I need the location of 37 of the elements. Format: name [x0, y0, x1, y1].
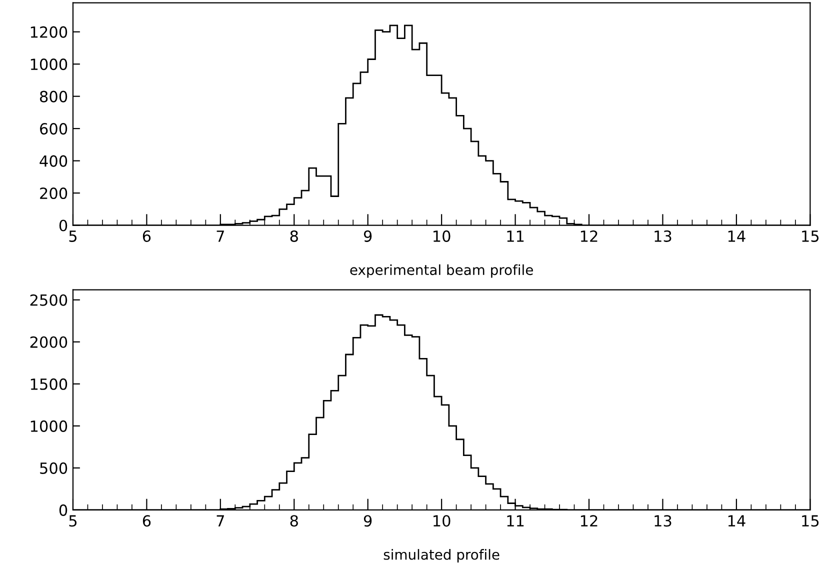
x-tick-label: 14	[728, 230, 746, 242]
x-tick-label: 10	[434, 515, 450, 527]
y-tick-label: 500	[40, 462, 68, 474]
x-tick-label: 11	[507, 230, 524, 242]
x-tick-label: 6	[142, 230, 151, 242]
x-tick-label: 13	[654, 230, 672, 242]
y-tick-label: 400	[40, 155, 68, 167]
x-tick-label: 6	[142, 515, 151, 527]
y-tick-label: 600	[40, 123, 68, 135]
x-tick-label: 5	[69, 515, 77, 527]
y-tick-label: 0	[59, 504, 68, 516]
x-axis-title: experimental beam profile	[350, 264, 533, 278]
x-tick-label: 10	[434, 230, 450, 242]
y-tick-label: 800	[40, 90, 68, 102]
x-tick-label: 9	[364, 230, 372, 242]
x-tick-label: 8	[290, 515, 298, 527]
x-tick-label: 7	[216, 230, 224, 242]
x-tick-label: 9	[364, 515, 372, 527]
x-tick-label: 12	[580, 230, 598, 242]
x-tick-label: 11	[507, 515, 524, 526]
y-tick-label: 1000	[30, 420, 68, 432]
x-tick-label: 15	[802, 230, 819, 242]
y-tick-label: 2500	[30, 294, 68, 306]
x-tick-label: 8	[290, 230, 298, 242]
x-tick-label: 14	[728, 515, 746, 526]
x-axis-title: simulated profile	[384, 549, 500, 562]
y-tick-label: 200	[40, 187, 68, 200]
x-tick-label: 15	[802, 515, 819, 527]
y-tick-label: 2000	[30, 336, 68, 348]
x-tick-label: 12	[580, 515, 598, 526]
y-tick-label: 0	[59, 220, 68, 232]
y-tick-label: 1500	[30, 378, 68, 390]
y-tick-label: 1000	[30, 58, 68, 70]
x-tick-label: 7	[216, 515, 224, 526]
y-tick-label: 1200	[30, 26, 68, 38]
x-tick-label: 5	[69, 230, 77, 242]
x-tick-label: 13	[654, 515, 672, 527]
